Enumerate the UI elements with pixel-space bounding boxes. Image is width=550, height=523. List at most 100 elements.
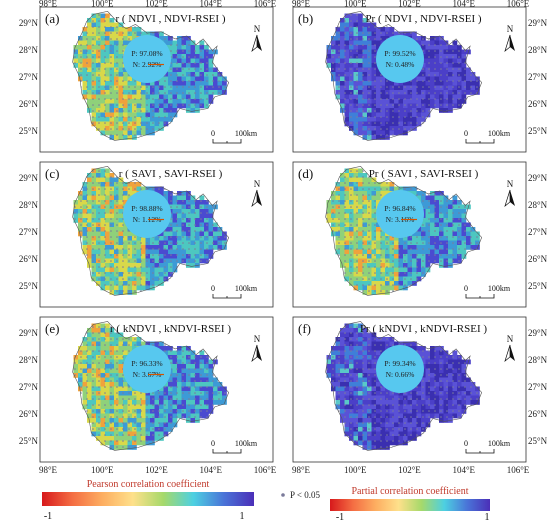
positive-percent: P: 96.33% [131,359,162,368]
lat-tick-label: 29°N [19,18,39,28]
lon-tick-label: 100°E [91,0,114,9]
lat-tick-label: 29°N [528,328,548,338]
scale-end-label: 100km [488,129,511,138]
map-panel-c: 29°N 28°N 27°N 26°N 25°N (c) r ( SAVI , SAVI-R… [19,161,274,308]
panel-title: Pr ( NDVI , NDVI-RSEI ) [365,13,481,25]
stats-bubble [123,190,171,238]
panel-letter: (e) [45,321,59,336]
negative-percent: N: 0.48% [386,60,415,69]
partial-max-label: 1 [485,512,490,523]
panels-layer: 98°E 100°E 102°E 104°E 106°E 29°N 28°N 27°N 26°N… [19,0,548,475]
scale-start-label: 0 [464,284,468,293]
negative-percent: N: 3.67% [133,370,162,379]
lat-tick-label: 28°N [528,355,548,365]
lon-tick-label: 104°E [452,465,475,475]
panel-letter: (f) [298,321,311,336]
lat-tick-label: 29°N [19,173,39,183]
lon-tick-label: 102°E [398,0,421,9]
scale-end-label: 100km [235,284,258,293]
lat-tick-label: 26°N [19,254,39,264]
pearson-min-label: -1 [44,511,52,522]
map-panel-f: 98°E 100°E 102°E 104°E 106°E 29°N 28°N 27°N 26°N… [292,316,548,475]
lat-tick-label: 28°N [528,200,548,210]
lon-tick-label: 106°E [507,0,530,9]
positive-percent: P: 97.08% [131,49,162,58]
lon-tick-label: 100°E [344,0,367,9]
pearson-legend-title: Pearson correlation coefficient [87,479,210,490]
lat-tick-label: 26°N [528,409,548,419]
positive-percent: P: 99.52% [384,49,415,58]
panel-letter: (b) [298,11,313,26]
stats-bubble [376,190,424,238]
lon-tick-label: 102°E [145,0,168,9]
lat-tick-label: 29°N [528,173,548,183]
lat-tick-label: 25°N [528,126,548,136]
north-label: N [254,334,261,344]
lon-tick-label: 98°E [39,465,58,475]
panel-letter: (d) [298,166,313,181]
scale-start-label: 0 [211,284,215,293]
lon-tick-label: 106°E [254,465,277,475]
north-arrow-icon [257,345,262,361]
pearson-max-label: 1 [240,511,245,522]
lon-tick-label: 104°E [199,0,222,9]
partial-min-label: -1 [336,512,344,523]
lat-tick-label: 27°N [528,382,548,392]
partial-colorbar [330,499,490,511]
lon-tick-label: 98°E [39,0,58,9]
lat-tick-label: 25°N [19,281,39,291]
scale-start-label: 0 [211,439,215,448]
map-panel-b: 98°E 100°E 102°E 104°E 106°E 29°N 28°N 27°N 26°N… [292,0,548,153]
scale-end-label: 100km [488,284,511,293]
panel-title: r ( SAVI , SAVI-RSEI ) [119,168,223,180]
map-panel-d: 29°N 28°N 27°N 26°N 25°N (d) Pr ( SAVI , SAVI-… [292,161,548,308]
scale-end-label: 100km [235,129,258,138]
scale-start-label: 0 [464,439,468,448]
scale-start-label: 0 [464,129,468,138]
lat-tick-label: 27°N [528,227,548,237]
negative-percent: N: 2.92% [133,60,162,69]
lat-tick-label: 26°N [19,99,39,109]
lat-tick-label: 27°N [528,72,548,82]
lat-tick-label: 28°N [19,45,39,55]
lon-tick-label: 102°E [398,465,421,475]
scale-start-label: 0 [211,129,215,138]
map-panel-a: 98°E 100°E 102°E 104°E 106°E 29°N 28°N 27°N 26°N… [19,0,277,153]
lat-tick-label: 25°N [19,436,39,446]
panel-title: r ( kNDVI , kNDVI-RSEI ) [110,323,231,335]
lon-tick-label: 104°E [199,465,222,475]
north-label: N [254,179,261,189]
partial-legend-title: Partial correlation coefficient [352,486,469,497]
north-label: N [507,179,514,189]
negative-percent: N: 1.12% [133,215,162,224]
lat-tick-label: 25°N [19,126,39,136]
north-label: N [507,334,514,344]
lat-tick-label: 26°N [528,99,548,109]
north-label: N [254,24,261,34]
lat-tick-label: 27°N [19,72,39,82]
lat-tick-label: 28°N [19,200,39,210]
panel-letter: (a) [45,11,59,26]
lon-tick-label: 100°E [344,465,367,475]
lat-tick-label: 29°N [19,328,39,338]
positive-percent: P: 99.34% [384,359,415,368]
north-label: N [507,24,514,34]
significance-label: P < 0.05 [290,490,320,500]
lat-tick-label: 26°N [19,409,39,419]
panel-title: Pr ( kNDVI , kNDVI-RSEI ) [360,323,487,335]
negative-percent: N: 3.16% [386,215,415,224]
map-panel-e: 98°E 100°E 102°E 104°E 106°E 29°N 28°N 27°N 26°N… [19,316,277,475]
lat-tick-label: 28°N [528,45,548,55]
lon-tick-label: 98°E [292,0,311,9]
north-arrow-icon [510,345,515,361]
positive-percent: P: 98.88% [131,204,162,213]
north-arrow-icon [510,35,515,51]
north-arrow-icon [510,190,515,206]
scale-end-label: 100km [488,439,511,448]
stats-bubble [123,35,171,83]
scale-end-label: 100km [235,439,258,448]
north-arrow-icon [257,35,262,51]
stats-bubble [376,35,424,83]
stats-bubble [376,345,424,393]
